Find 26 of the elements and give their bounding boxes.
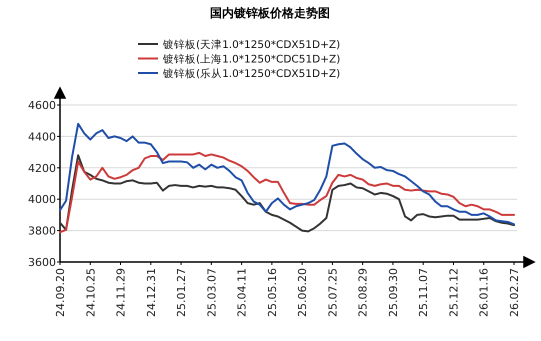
x-tick-label: 25.07.25 [326,268,340,317]
x-tick-label: 25.03.07 [205,268,218,317]
y-tick-label: 4000 [28,193,56,206]
y-tick-label: 4600 [28,99,56,112]
x-tick-label: 25.09.30 [386,268,400,317]
x-tick-label: 25.05.16 [266,268,279,317]
x-tick-label: 24.09.20 [54,268,67,317]
x-tick-label: 25.06.20 [296,268,310,317]
legend-label: 镀锌板(上海1.0*1250*CDC51D+Z) [162,52,340,66]
x-tick-label: 24.11.29 [114,268,128,317]
x-tick-label: 25.11.07 [417,268,430,317]
x-tick-label: 26.02.27 [508,268,521,317]
x-tick-label: 25.01.27 [175,268,188,317]
y-tick-label: 4400 [28,130,56,144]
x-tick-label: 24.12.31 [144,268,158,317]
chart-title: 国内镀锌板价格走势图 [210,6,330,20]
y-tick-label: 3800 [28,224,56,238]
x-tick-label: 24.10.25 [84,268,98,317]
y-tick-label: 4200 [28,162,56,175]
legend-label: 镀锌板(天津1.0*1250*CDX51D+Z) [162,38,340,51]
x-tick-label: 26.01.16 [478,268,491,317]
y-tick-label: 3600 [28,256,56,269]
legend-label: 镀锌板(乐从1.0*1250*CDX51D+Z) [162,67,340,80]
x-tick-label: 25.12.12 [447,268,460,317]
x-tick-label: 25.04.11 [236,268,249,317]
x-tick-label: 25.08.29 [356,268,370,317]
